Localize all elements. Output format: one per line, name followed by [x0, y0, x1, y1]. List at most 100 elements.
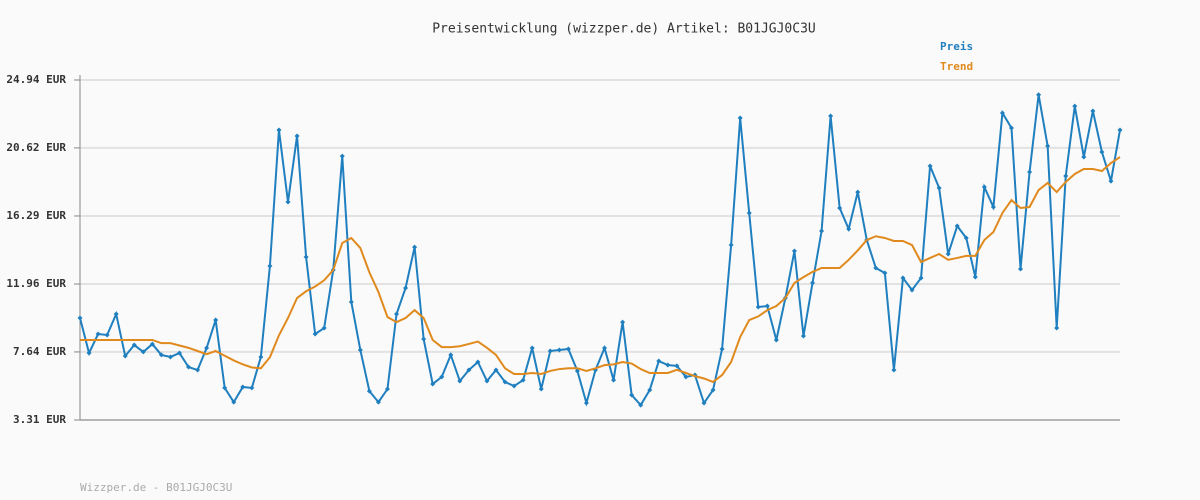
data-point	[954, 223, 960, 229]
data-point	[357, 347, 363, 353]
data-point	[366, 388, 372, 394]
data-point	[764, 303, 770, 309]
data-point	[77, 315, 83, 321]
data-point	[810, 280, 816, 286]
y-tick-label: 20.62 EUR	[6, 141, 66, 154]
y-tick-label: 24.94 EUR	[6, 73, 66, 86]
data-point	[683, 374, 689, 380]
y-tick-label: 11.96 EUR	[6, 277, 66, 290]
data-point	[186, 364, 192, 370]
legend-label: Preis	[940, 40, 973, 53]
data-point	[394, 311, 400, 317]
legend-label: Trend	[940, 60, 973, 73]
data-point	[891, 367, 897, 373]
data-point	[556, 347, 562, 353]
data-point	[294, 133, 300, 139]
data-point	[828, 113, 834, 119]
data-point	[303, 254, 309, 260]
data-point	[529, 345, 535, 351]
data-point	[95, 331, 101, 337]
data-point	[719, 346, 725, 352]
data-point	[1099, 149, 1105, 155]
data-point	[990, 204, 996, 210]
data-point	[348, 299, 354, 305]
data-point	[249, 385, 255, 391]
data-point	[158, 352, 164, 358]
data-point	[448, 352, 454, 358]
data-point	[484, 378, 490, 384]
data-point	[439, 374, 445, 380]
data-point	[565, 346, 571, 352]
data-point	[466, 367, 472, 373]
data-point	[656, 358, 662, 364]
data-point	[927, 163, 933, 169]
data-point	[873, 265, 879, 271]
data-point	[701, 400, 707, 406]
series-line	[80, 156, 1121, 384]
data-point	[475, 359, 481, 365]
data-point	[222, 385, 228, 391]
data-point	[963, 235, 969, 241]
data-point	[1117, 127, 1123, 133]
data-point	[493, 367, 499, 373]
data-point	[430, 381, 436, 387]
data-point	[149, 341, 155, 347]
data-point	[457, 378, 463, 384]
data-point	[140, 349, 146, 355]
data-point	[1108, 178, 1114, 184]
y-tick-label: 3.31 EUR	[13, 413, 66, 426]
data-point	[285, 199, 291, 205]
data-point	[258, 354, 264, 360]
data-point	[1045, 143, 1051, 149]
data-point	[746, 210, 752, 216]
data-point	[981, 184, 987, 190]
data-point	[167, 354, 173, 360]
data-point	[384, 386, 390, 392]
data-point	[629, 392, 635, 398]
data-point	[204, 345, 210, 351]
data-point	[267, 263, 273, 269]
data-point	[421, 336, 427, 342]
data-point	[195, 367, 201, 373]
data-point	[1008, 125, 1014, 131]
data-point	[728, 242, 734, 248]
data-point	[339, 153, 345, 159]
data-point	[800, 333, 806, 339]
data-point	[737, 115, 743, 121]
data-point	[936, 185, 942, 191]
data-point	[86, 350, 92, 356]
data-point	[583, 400, 589, 406]
data-point	[846, 226, 852, 232]
data-point	[647, 387, 653, 393]
data-point	[547, 348, 553, 354]
data-point	[918, 275, 924, 281]
data-point	[665, 362, 671, 368]
data-point	[638, 402, 644, 408]
data-point	[403, 285, 409, 291]
data-point	[710, 387, 716, 393]
data-point	[520, 377, 526, 383]
data-point	[1063, 173, 1069, 179]
data-point	[176, 350, 182, 356]
data-point	[1054, 325, 1060, 331]
data-point	[972, 274, 978, 280]
data-point	[1036, 92, 1042, 98]
data-point	[819, 228, 825, 234]
data-point	[574, 368, 580, 374]
data-point	[213, 317, 219, 323]
data-point	[1027, 169, 1033, 175]
data-point	[502, 379, 508, 385]
data-point	[602, 345, 608, 351]
data-point	[882, 270, 888, 276]
data-point	[620, 319, 626, 325]
data-point	[755, 304, 761, 310]
data-point	[240, 384, 246, 390]
data-point	[1081, 154, 1087, 160]
data-point	[773, 337, 779, 343]
data-point	[945, 251, 951, 257]
y-tick-label: 7.64 EUR	[13, 345, 66, 358]
footer: Wizzper.de - B01JGJ0C3U	[80, 481, 232, 494]
data-point	[1072, 103, 1078, 109]
data-point	[999, 110, 1005, 116]
